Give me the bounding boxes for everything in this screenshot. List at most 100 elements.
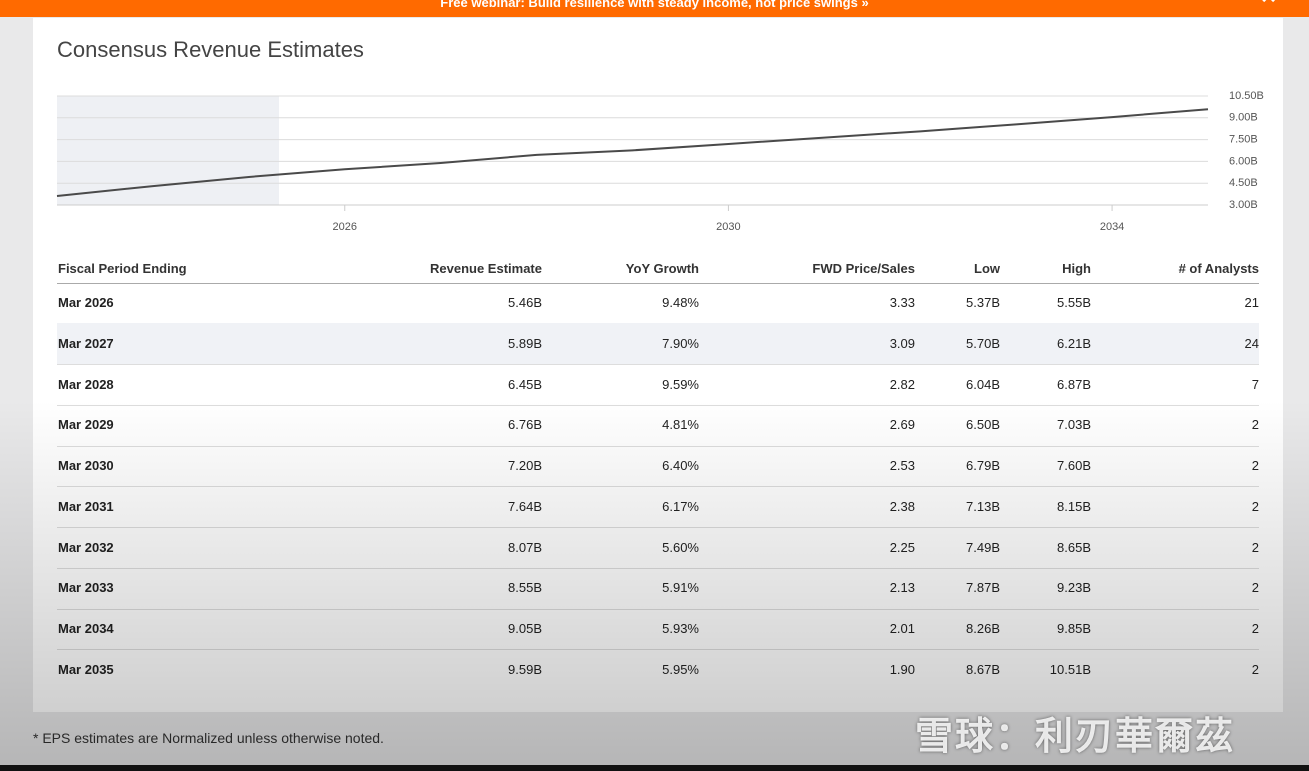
table-cell: 6.04B (966, 376, 1000, 392)
bottom-bar (0, 765, 1309, 771)
column-header: YoY Growth (625, 261, 699, 276)
revenue-line (56, 108, 1209, 197)
table-cell: 2 (1251, 539, 1259, 555)
row-rule (57, 364, 1259, 366)
table-cell: 5.91% (662, 580, 699, 596)
table-cell: Mar 2030 (58, 458, 114, 473)
column-header: FWD Price/Sales (812, 261, 915, 276)
column-header: Fiscal Period Ending (58, 261, 187, 276)
table-cell: Mar 2034 (58, 621, 114, 636)
table-cell: 7.64B (508, 498, 542, 514)
table-cell: Mar 2033 (58, 580, 114, 596)
y-tick-label: 6.00B (1229, 155, 1258, 167)
row-rule (57, 608, 1259, 610)
table-cell: 2 (1251, 417, 1259, 433)
table-cell: 5.70B (966, 335, 1000, 351)
table-cell: 5.37B (966, 295, 1000, 310)
table-cell: 2.82 (889, 376, 915, 392)
table-cell: 4.81% (662, 417, 699, 433)
y-tick-label: 3.00B (1229, 199, 1258, 211)
table-cell: 9.48% (662, 295, 699, 310)
table-cell: 5.95% (662, 661, 699, 677)
table-cell: 8.65B (1057, 539, 1091, 555)
row-rule (57, 404, 1259, 406)
y-tick-label: 9.00B (1229, 112, 1258, 124)
table-cell: 8.15B (1057, 498, 1091, 514)
table-cell: 5.55B (1057, 295, 1091, 310)
table-cell: 2.13 (889, 580, 915, 596)
row-rule (57, 445, 1259, 447)
title: Consensus Revenue Estimates (57, 37, 364, 62)
row-rule (57, 567, 1259, 569)
table-cell: 2.38 (889, 498, 915, 514)
column-header: High (1062, 261, 1091, 276)
table-cell: 8.26B (966, 621, 1000, 636)
table-cell: 9.59% (662, 376, 699, 392)
x-tick-label: 2034 (1100, 221, 1124, 233)
table-cell: 2 (1251, 498, 1259, 514)
table-cell: 2 (1251, 458, 1259, 473)
table-cell: 6.40% (662, 458, 699, 473)
table-cell: 6.45B (508, 376, 542, 392)
table-cell: 7 (1251, 376, 1259, 392)
table-cell: Mar 2029 (58, 417, 114, 433)
row-highlight (57, 323, 1259, 365)
table-cell: 6.21B (1057, 335, 1091, 351)
table-cell: 24 (1244, 335, 1259, 351)
history-shade (57, 96, 279, 205)
table-cell: 21 (1244, 295, 1259, 310)
table-cell: 7.03B (1057, 417, 1091, 433)
x-tick-label: 2026 (333, 221, 357, 233)
table-cell: 7.49B (966, 539, 1000, 555)
table-cell: 2.53 (889, 458, 915, 473)
table-cell: 8.55B (508, 580, 542, 596)
table-cell: 8.67B (966, 661, 1000, 677)
table-cell: Mar 2031 (58, 498, 114, 514)
table-cell: 9.23B (1057, 580, 1091, 596)
column-header: Revenue Estimate (430, 261, 542, 276)
table-cell: 6.76B (508, 417, 542, 433)
table-cell: 7.13B (966, 498, 1000, 514)
table-cell: 7.87B (966, 580, 1000, 596)
table-cell: 2 (1251, 621, 1259, 636)
table-cell: Mar 2032 (58, 539, 114, 555)
table-cell: 3.09 (889, 335, 915, 351)
watermark: 雪球：利刃華爾茲 (915, 716, 1236, 758)
table-cell: 9.05B (508, 621, 542, 636)
table-cell: 5.46B (508, 295, 542, 310)
table-cell: 9.85B (1057, 621, 1091, 636)
table-cell: 7.20B (508, 458, 542, 473)
table-cell: 6.87B (1057, 376, 1091, 392)
table-cell: 9.59B (508, 661, 542, 677)
row-rule (57, 649, 1259, 651)
table-cell: 8.07B (508, 539, 542, 555)
table-cell: 2.69 (889, 417, 915, 433)
table-cell: Mar 2026 (58, 295, 114, 310)
table-cell: 2 (1251, 661, 1259, 677)
y-tick-label: 10.50B (1229, 90, 1264, 102)
y-tick-label: 7.50B (1229, 134, 1258, 146)
row-rule (57, 486, 1259, 488)
x-tick-label: 2030 (716, 221, 740, 233)
table-cell: Mar 2028 (58, 376, 114, 392)
table-cell: 1.90 (889, 661, 915, 677)
column-header: # of Analysts (1178, 261, 1259, 276)
table-cell: 6.79B (966, 458, 1000, 473)
table-cell: 7.90% (662, 335, 699, 351)
table-cell: 10.51B (1049, 661, 1091, 677)
header-rule (57, 283, 1259, 284)
table-cell: 6.50B (966, 417, 1000, 433)
table-cell: 5.60% (662, 539, 699, 555)
table-cell: 5.93% (662, 621, 699, 636)
footnote: * EPS estimates are Normalized unless ot… (33, 730, 384, 746)
banner[interactable]: Free webinar: Build resilience with stea… (0, 0, 1309, 17)
table-cell: 2.01 (889, 621, 915, 636)
table-cell: Mar 2027 (58, 335, 114, 351)
table-cell: 2.25 (889, 539, 915, 555)
table-cell: 2 (1251, 580, 1259, 596)
banner-text[interactable]: Free webinar: Build resilience with stea… (440, 0, 869, 10)
table-cell: 7.60B (1057, 458, 1091, 473)
